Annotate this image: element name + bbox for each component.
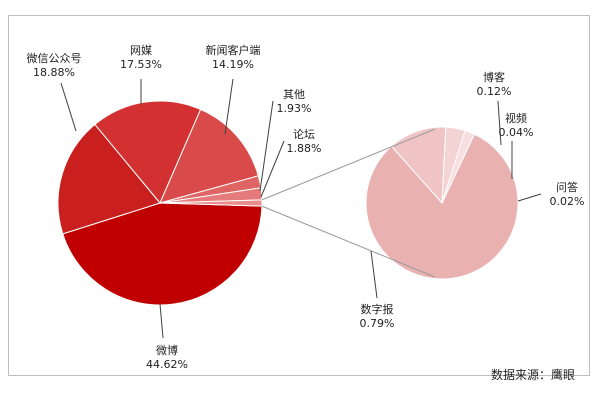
secondary-pie-slice-1	[390, 126, 447, 205]
main-value-1: 18.88%	[33, 66, 75, 79]
secondary-pie-slice-3	[441, 130, 476, 204]
main-pie-slice-0	[62, 202, 263, 306]
secondary-label-1: 博客	[483, 70, 505, 84]
secondary-value-2: 0.04%	[499, 126, 534, 139]
secondary-label-2: 视频	[505, 111, 527, 125]
main-label-0: 微博	[156, 343, 178, 357]
main-value-3: 14.19%	[212, 58, 254, 71]
main-label-1: 微信公众号	[27, 51, 82, 65]
connector-line-bottom	[261, 205, 436, 278]
secondary-leader-3	[517, 193, 542, 202]
main-label-4: 其他	[283, 88, 305, 101]
main-label-5: 论坛	[293, 127, 315, 141]
secondary-leader-1	[497, 100, 502, 146]
main-pie-slice-aggregate	[159, 199, 263, 207]
secondary-label-0: 数字报	[361, 302, 394, 316]
chart-source-note: 数据来源：鹰眼	[491, 368, 576, 382]
chart-frame: 微博 44.62% 微信公众号 18.88% 网媒 17.53% 新闻客户端 14.19% 其他…	[8, 15, 590, 382]
secondary-leader-0	[370, 250, 378, 299]
main-pie-slice-2	[94, 100, 202, 204]
main-leader-1	[60, 82, 77, 132]
main-label-2: 网媒	[130, 44, 152, 57]
main-leader-3	[224, 78, 234, 135]
connector-line-top	[261, 128, 436, 201]
secondary-value-3: 0.02%	[550, 195, 585, 208]
main-leader-5	[260, 140, 285, 198]
main-pie-slice-1	[57, 123, 161, 235]
main-value-4: 1.93%	[277, 102, 312, 115]
main-pie-slice-3	[159, 108, 259, 204]
main-leader-0	[159, 303, 164, 339]
main-leader-4	[259, 100, 274, 192]
main-value-5: 1.88%	[287, 142, 322, 155]
secondary-label-3: 问答	[556, 180, 578, 194]
secondary-value-0: 0.79%	[360, 317, 395, 330]
main-label-3: 新闻客户端	[206, 43, 261, 57]
secondary-value-1: 0.12%	[477, 85, 512, 98]
main-value-2: 17.53%	[120, 58, 162, 71]
main-value-0: 44.62%	[146, 358, 188, 371]
